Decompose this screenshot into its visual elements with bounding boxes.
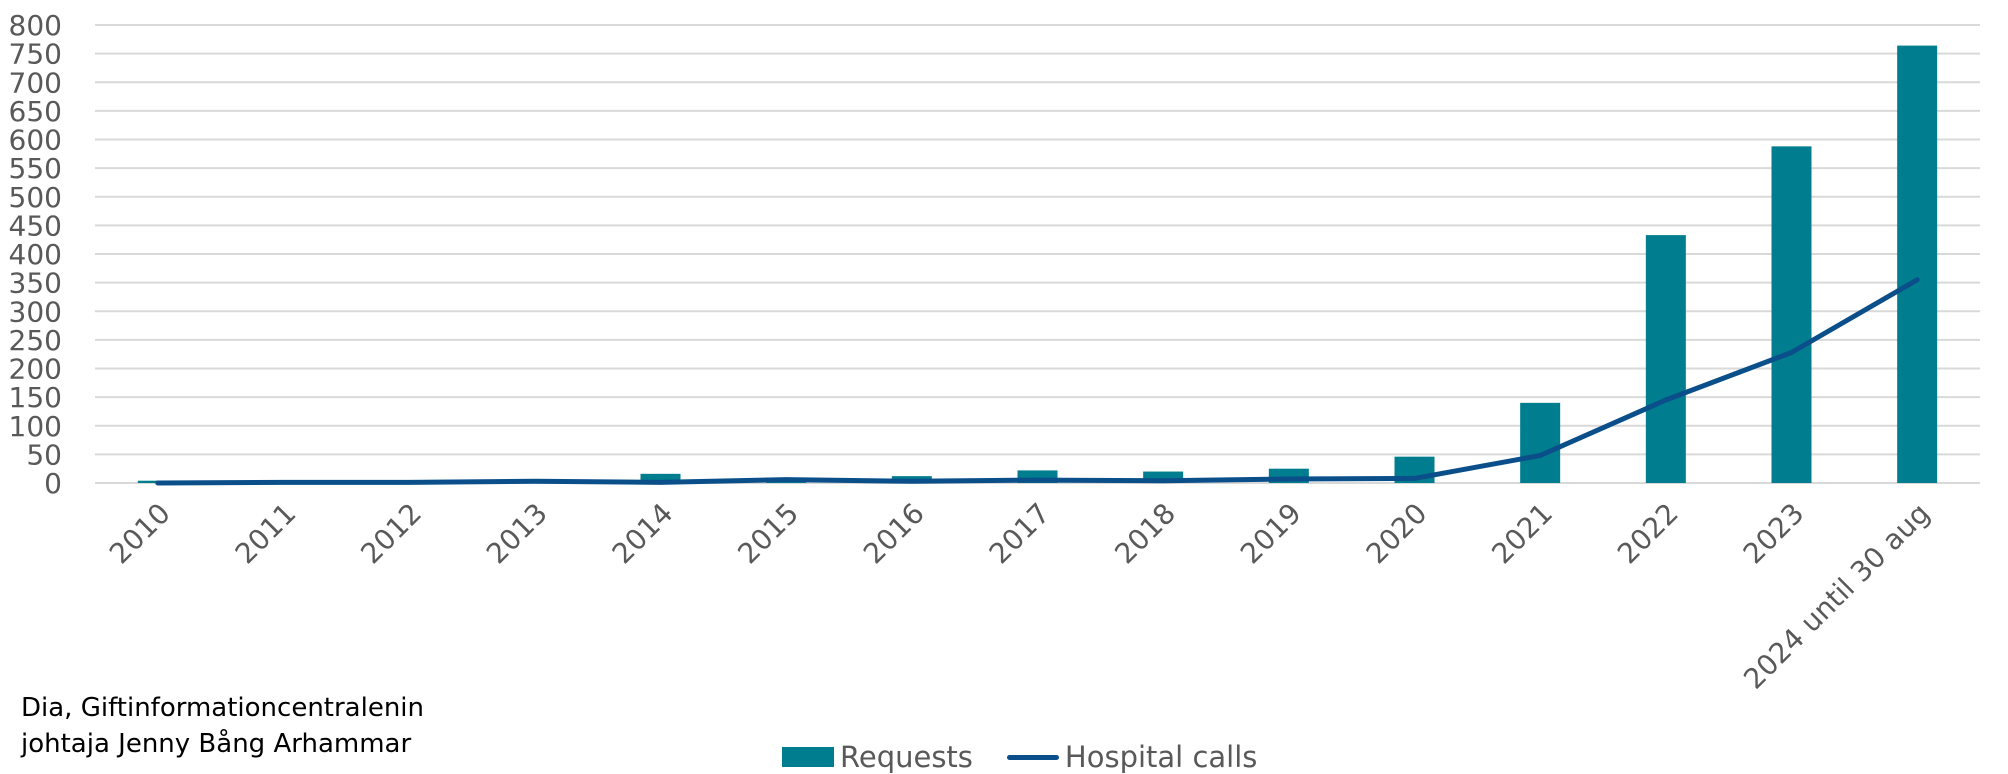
y-tick-label: 300 <box>9 295 62 328</box>
legend-item-hospital-calls: Hospital calls <box>1006 740 1258 774</box>
y-axis-ticks: 0501001502002503003504004505005506006507… <box>9 9 62 500</box>
y-tick-label: 500 <box>9 181 62 214</box>
x-tick-label: 2023 <box>1737 497 1811 571</box>
requests-bar <box>1771 146 1812 483</box>
y-tick-label: 650 <box>9 95 62 128</box>
y-tick-label: 450 <box>9 209 62 242</box>
x-tick-label: 2013 <box>480 497 554 571</box>
legend: Requests Hospital calls <box>782 740 1291 774</box>
x-tick-label: 2018 <box>1108 497 1182 571</box>
requests-bar <box>1143 471 1184 483</box>
x-tick-label: 2017 <box>983 497 1057 571</box>
y-tick-label: 100 <box>9 410 62 443</box>
y-tick-label: 700 <box>9 66 62 99</box>
hospital-calls-line <box>155 277 1920 486</box>
y-tick-label: 550 <box>9 152 62 185</box>
requests-bar <box>1520 402 1561 483</box>
caption-line-2: johtaja Jenny Bång Arhammar <box>21 729 412 759</box>
y-tick-label: 800 <box>9 9 62 42</box>
requests-bar <box>1645 235 1686 483</box>
gridlines <box>95 24 1980 484</box>
y-tick-label: 350 <box>9 267 62 300</box>
x-tick-label: 2022 <box>1611 497 1685 571</box>
legend-swatch-requests <box>782 747 834 767</box>
x-tick-label: 2014 <box>606 497 680 571</box>
y-tick-label: 50 <box>26 438 62 471</box>
legend-label-hospital-calls: Hospital calls <box>1064 740 1258 774</box>
source-caption: Dia, Giftinformationcentralenin johtaja … <box>21 690 424 762</box>
y-tick-label: 600 <box>9 124 62 157</box>
y-tick-label: 250 <box>9 324 62 357</box>
x-tick-label: 2012 <box>354 497 428 571</box>
legend-item-requests: Requests <box>782 740 973 774</box>
legend-label-requests: Requests <box>840 740 973 774</box>
requests-bar <box>1897 45 1938 484</box>
requests-bar <box>640 473 681 483</box>
y-tick-label: 400 <box>9 238 62 271</box>
y-tick-label: 0 <box>44 467 62 500</box>
x-tick-label: 2016 <box>857 497 931 571</box>
x-tick-label: 2019 <box>1234 497 1308 571</box>
x-tick-label: 2011 <box>229 497 303 571</box>
x-tick-label: 2015 <box>731 497 805 571</box>
y-tick-label: 750 <box>9 38 62 71</box>
x-tick-label: 2020 <box>1360 497 1434 571</box>
y-tick-label: 150 <box>9 381 62 414</box>
legend-swatch-hospital-calls <box>1006 754 1059 760</box>
x-tick-label: 2010 <box>103 497 177 571</box>
chart: 0501001502002503003504004505005506006507… <box>9 9 1980 696</box>
x-tick-label: 2021 <box>1485 497 1559 571</box>
x-axis-ticks: 2010 2011 2012 2013 2014 2015 2016 2017 2018 2019… <box>103 497 1936 696</box>
caption-line-1: Dia, Giftinformationcentralenin <box>21 693 425 723</box>
y-tick-label: 200 <box>9 353 62 386</box>
